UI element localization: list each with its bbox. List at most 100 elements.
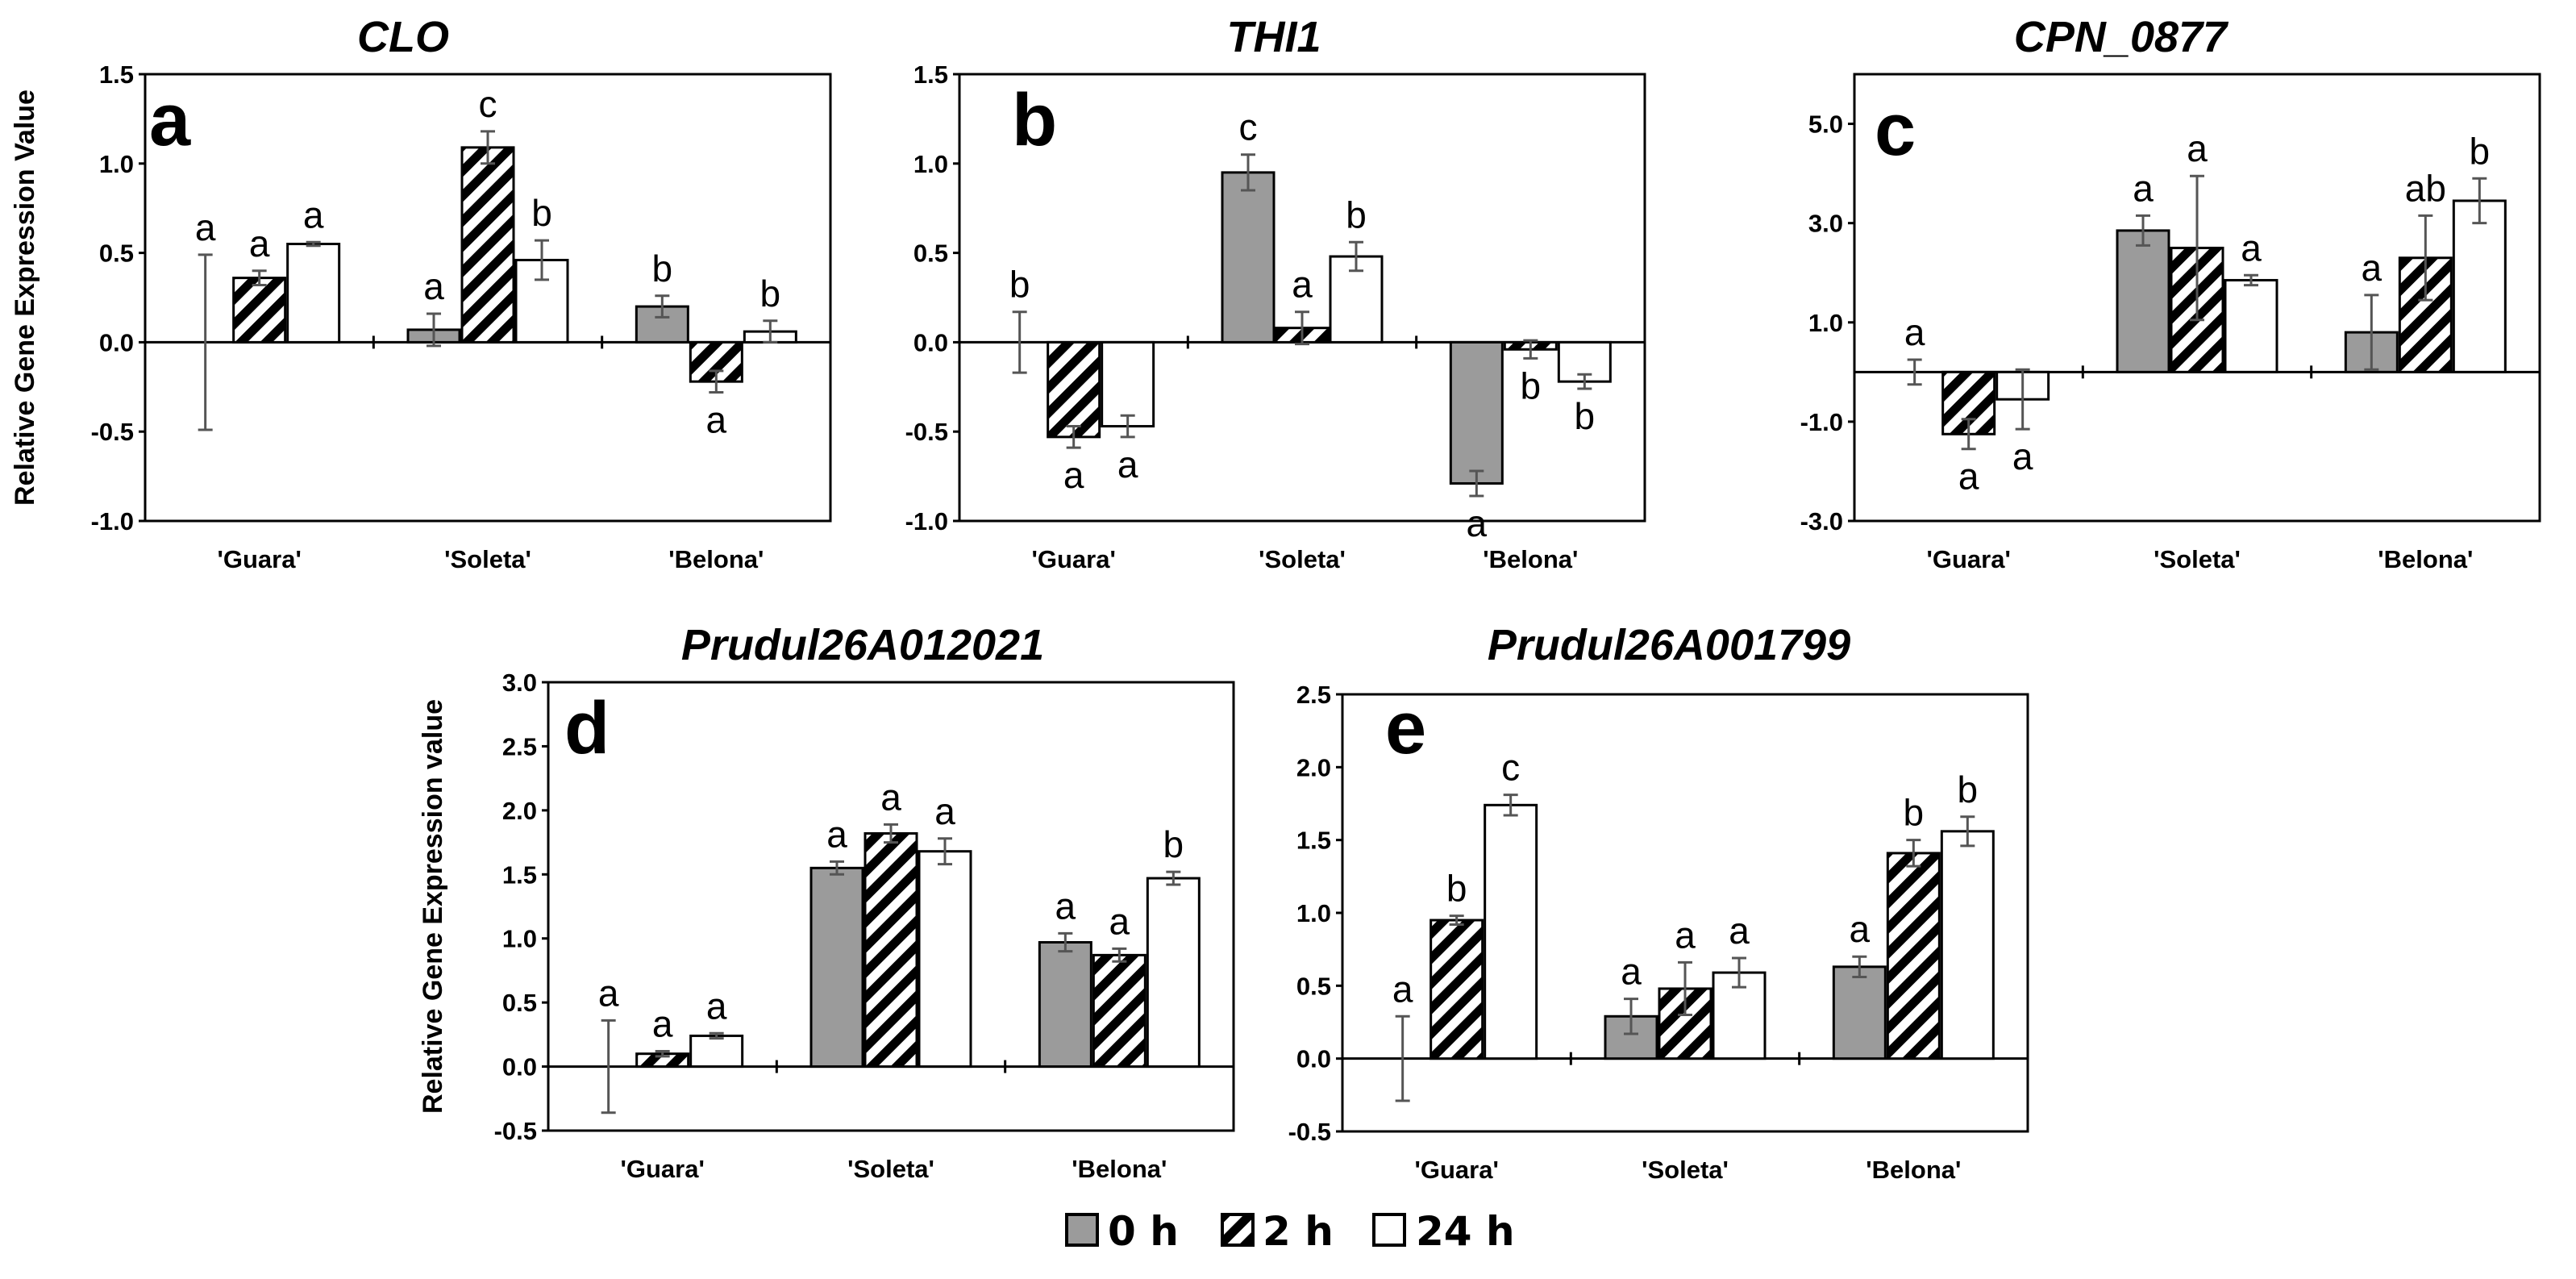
bar-0h — [1038, 940, 1092, 1069]
significance-letter: b — [1958, 769, 1979, 810]
category-label: 'Belona' — [1866, 1156, 1961, 1184]
significance-letter: b — [531, 192, 552, 234]
bar-2h — [1047, 340, 1101, 439]
y-tick-label: 1.0 — [99, 150, 134, 178]
legend-swatch-24h — [1372, 1213, 1406, 1247]
significance-letter: a — [934, 790, 955, 832]
significance-letter: a — [423, 265, 444, 307]
significance-letter: a — [1958, 456, 1979, 498]
bar-2h — [232, 277, 287, 344]
bar-2h — [1092, 953, 1147, 1069]
y-tick-label: -0.5 — [494, 1117, 537, 1145]
y-tick-label: 3.0 — [1808, 210, 1843, 238]
bar-24h — [2224, 278, 2278, 373]
significance-letter: a — [1292, 264, 1313, 306]
significance-letter: b — [1009, 264, 1030, 306]
significance-letter: a — [1392, 968, 1413, 1010]
bar-2h — [2398, 256, 2453, 373]
y-tick-label: 1.0 — [913, 150, 948, 178]
y-tick-label: 1.5 — [1296, 827, 1331, 855]
y-tick-label: 0.5 — [99, 240, 134, 268]
category-label: 'Belona' — [1072, 1155, 1167, 1183]
y-tick-label: 1.0 — [1808, 309, 1843, 337]
panel-e: Prudul26A001799 e -0.5 0.0 0.5 1.0 1.5 2.0 2.5 'G… — [1288, 621, 2029, 1184]
bar-0h — [1221, 171, 1276, 344]
significance-letter: b — [1446, 868, 1467, 910]
bar-24h — [286, 243, 341, 344]
bar-24h — [1940, 830, 1995, 1060]
bar-2h — [864, 831, 918, 1069]
significance-letter: a — [2187, 127, 2208, 169]
legend-swatch-0h — [1065, 1213, 1099, 1247]
significance-letter: a — [2133, 167, 2154, 209]
significance-letter: ab — [2405, 167, 2446, 209]
category-label: 'Guara' — [1926, 545, 2010, 573]
significance-letter: a — [1055, 885, 1076, 927]
significance-letter: b — [1521, 365, 1542, 406]
significance-letter: b — [760, 273, 781, 315]
bar-0h — [1449, 340, 1504, 485]
panel-d-title: Prudul26A012021 — [681, 621, 1044, 669]
panel-d-ylabel: Relative Gene Expression value — [418, 699, 448, 1114]
y-tick-label: -1.0 — [91, 507, 134, 535]
panel-e-title: Prudul26A001799 — [1488, 621, 1850, 669]
y-tick-label: -1.0 — [1800, 408, 1843, 436]
significance-letter: b — [652, 248, 673, 290]
significance-letter: a — [652, 1003, 673, 1045]
y-tick-label: 1.0 — [1296, 899, 1331, 927]
panel-c-frame — [1853, 73, 2541, 523]
y-tick-label: 2.5 — [502, 732, 537, 760]
category-label: 'Guara' — [1414, 1156, 1498, 1184]
category-label: 'Belona' — [2378, 545, 2473, 573]
significance-letter: a — [2362, 247, 2382, 289]
significance-letter: a — [1467, 502, 1488, 544]
y-tick-label: 1.0 — [502, 925, 537, 953]
bar-24h — [1146, 877, 1201, 1069]
bar-2h — [1886, 852, 1941, 1060]
panel-d: Prudul26A012021 d Relative Gene Expression… — [418, 621, 1235, 1183]
y-tick-label: 0.0 — [1296, 1045, 1331, 1073]
category-label: 'Belona' — [668, 545, 764, 573]
bar-24h — [1484, 803, 1538, 1060]
panel-d-letter: d — [564, 687, 610, 769]
y-tick-label: -3.0 — [1800, 507, 1843, 535]
legend-label-0h: 0 h — [1108, 1208, 1179, 1255]
significance-letter: c — [1501, 747, 1520, 789]
category-label: 'Soleta' — [2154, 545, 2241, 573]
y-tick-label: 2.0 — [502, 797, 537, 825]
significance-letter: a — [249, 223, 270, 265]
significance-letter: a — [706, 398, 727, 440]
significance-letter: a — [303, 194, 324, 235]
y-tick-label: -0.5 — [91, 418, 134, 446]
significance-letter: a — [1109, 900, 1130, 942]
category-label: 'Soleta' — [1642, 1156, 1729, 1184]
y-tick-label: 0.0 — [913, 328, 948, 356]
legend-label-2h: 2 h — [1263, 1208, 1334, 1255]
y-tick-label: 0.5 — [502, 989, 537, 1017]
significance-letter: b — [1904, 792, 1925, 834]
bar-24h — [1101, 340, 1155, 428]
significance-letter: b — [1575, 395, 1596, 437]
panel-e-letter: e — [1385, 687, 1426, 769]
y-tick-label: 2.5 — [1296, 681, 1331, 709]
significance-letter: c — [479, 83, 497, 125]
category-label: 'Guara' — [217, 545, 301, 573]
category-label: 'Soleta' — [847, 1155, 934, 1183]
significance-letter: a — [706, 985, 727, 1027]
y-tick-label: 0.5 — [913, 240, 948, 268]
y-tick-label: 1.5 — [99, 60, 134, 89]
significance-letter: c — [1239, 106, 1258, 148]
significance-letter: a — [1675, 914, 1696, 956]
category-label: 'Guara' — [620, 1155, 704, 1183]
y-tick-label: 0.5 — [1296, 972, 1331, 1000]
bar-0h — [1604, 1014, 1658, 1060]
y-tick-label: 1.5 — [913, 60, 948, 89]
y-tick-label: 5.0 — [1808, 110, 1843, 139]
panel-c-title: CPN_0877 — [2014, 13, 2229, 61]
panel-a-title: CLO — [357, 13, 449, 61]
bar-24h — [689, 1034, 744, 1069]
significance-letter: a — [880, 776, 901, 818]
y-tick-label: -0.5 — [905, 418, 948, 446]
